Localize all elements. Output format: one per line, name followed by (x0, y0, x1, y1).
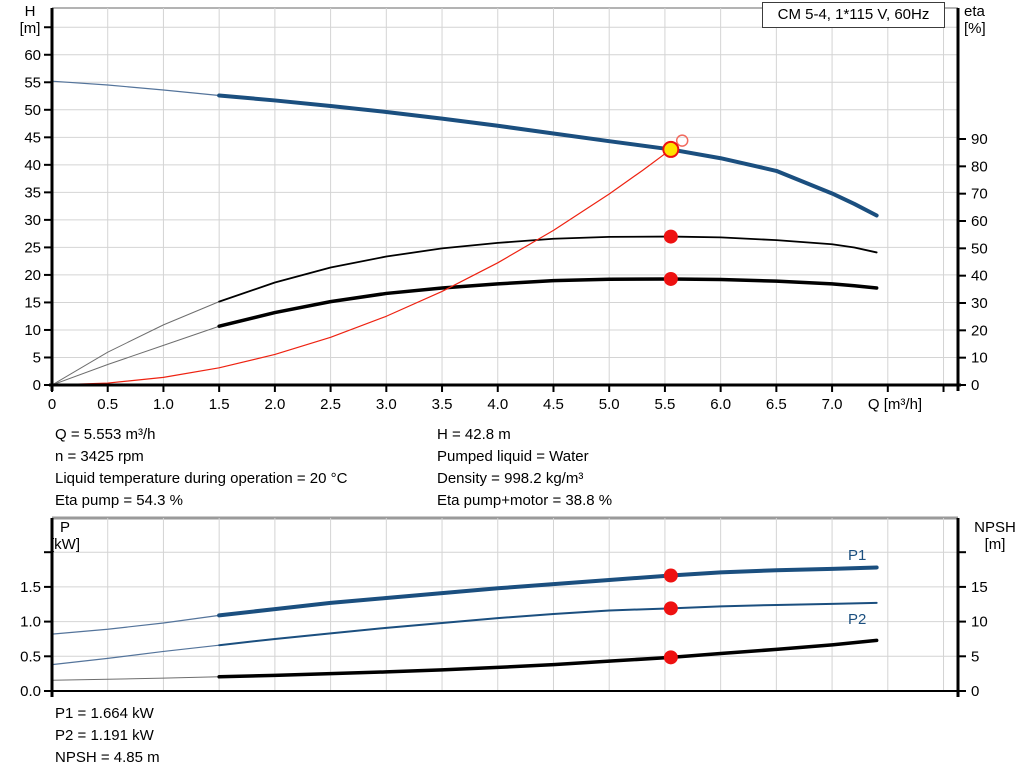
x-tick-label: 2.5 (320, 396, 341, 413)
left-tick-label: 30 (24, 212, 41, 229)
curve-duty-dot (663, 650, 678, 665)
x-tick-label: 6.5 (766, 396, 787, 413)
npsh-curve (217, 638, 879, 679)
right-tick-label: 50 (971, 240, 988, 257)
p-axis-label: P [kW] (40, 519, 90, 553)
right-tick-label: 5 (971, 648, 979, 665)
left-tick-label: 40 (24, 157, 41, 174)
npsh-axis-label-unit: [m] (984, 536, 1006, 553)
left-tick-label: 5 (33, 349, 41, 366)
left-tick-label: 0 (33, 377, 41, 394)
eta-pump-curve (218, 235, 878, 303)
h-axis-label-symbol: H (24, 3, 36, 20)
eta-axis-label-symbol: eta (964, 3, 985, 20)
right-tick-label: 0 (971, 683, 979, 700)
x-tick-label: 4.5 (543, 396, 564, 413)
left-tick-label: 0.5 (20, 648, 41, 665)
info-line-temperature: Liquid temperature during operation = 20… (55, 470, 348, 487)
p-axis-label-unit: [kW] (50, 536, 80, 553)
left-tick-label: 15 (24, 294, 41, 311)
x-tick-label: 7.0 (822, 396, 843, 413)
eta-pump-curve-thin (51, 301, 220, 386)
info-line-eta-pump-motor: Eta pump+motor = 38.8 % (437, 492, 613, 509)
info-line-rpm: n = 3425 rpm (55, 448, 144, 465)
system-curve (51, 148, 672, 386)
eta-pump-motor-curve (217, 277, 879, 328)
qh-curve (217, 93, 879, 218)
left-tick-label: 0.0 (20, 683, 41, 700)
right-tick-label: 15 (971, 579, 988, 596)
info-line-q: Q = 5.553 m³/h (55, 426, 156, 443)
x-tick-label: 5.5 (654, 396, 675, 413)
x-tick-label: 1.0 (153, 396, 174, 413)
right-tick-label: 40 (971, 268, 988, 285)
curve-duty-dot (663, 271, 678, 286)
eta-axis-label-unit: [%] (964, 20, 986, 37)
left-tick-label: 10 (24, 322, 41, 339)
p-axis-label-symbol: P (59, 519, 70, 536)
right-tick-label: 80 (971, 158, 988, 175)
h-axis-label-unit: [m] (19, 20, 41, 37)
right-tick-label: 10 (971, 614, 988, 631)
left-tick-label: 45 (24, 129, 41, 146)
x-tick-label: 0.5 (97, 396, 118, 413)
info-line-density: Density = 998.2 kg/m³ (437, 470, 584, 487)
curve-duty-dot (663, 568, 678, 583)
left-tick-label: 20 (24, 267, 41, 284)
operating-info-left: Q = 5.553 m³/h n = 3425 rpm Liquid tempe… (55, 424, 347, 512)
info-line-liquid: Pumped liquid = Water (437, 448, 589, 465)
x-tick-label: 0 (48, 396, 56, 413)
info-line-h: H = 42.8 m (437, 426, 511, 443)
right-tick-label: 20 (971, 322, 988, 339)
info-line-p1: P1 = 1.664 kW (55, 705, 154, 722)
left-tick-label: 25 (24, 239, 41, 256)
h-axis-label: H [m] (8, 3, 52, 37)
x-tick-label: 2.0 (264, 396, 285, 413)
p1-curve-thin (51, 614, 220, 635)
x-tick-label: 4.0 (487, 396, 508, 413)
left-tick-label: 1.5 (20, 579, 41, 596)
info-line-eta-pump: Eta pump = 54.3 % (55, 492, 183, 509)
x-tick-label: 3.5 (432, 396, 453, 413)
npsh-axis-label: NPSH [m] (966, 519, 1024, 553)
x-tick-label: 1.5 (209, 396, 230, 413)
x-tick-label: 6.0 (710, 396, 731, 413)
right-tick-label: 70 (971, 186, 988, 203)
pump-model-title: CM 5-4, 1*115 V, 60Hz (762, 2, 945, 28)
q-axis-label: Q [m³/h] (867, 396, 923, 413)
qh-curve-thin (51, 80, 220, 97)
p1-curve (217, 565, 879, 618)
left-tick-label: 60 (24, 47, 41, 64)
eta-axis-label: eta [%] (964, 3, 1004, 37)
left-tick-label: 55 (24, 74, 41, 91)
p1-curve-label: P1 (848, 547, 867, 564)
eta-pump-motor-curve-thin (51, 325, 220, 386)
left-tick-label: 35 (24, 184, 41, 201)
p2-curve-thin (51, 644, 220, 666)
curve-duty-dot (663, 229, 678, 244)
right-tick-label: 60 (971, 213, 988, 230)
operating-info-right: H = 42.8 m Pumped liquid = Water Density… (437, 424, 612, 512)
npsh-curve-thin (51, 676, 220, 681)
left-tick-label: 50 (24, 102, 41, 119)
curve-duty-dot (663, 601, 678, 616)
x-tick-label: 5.0 (599, 396, 620, 413)
power-info: P1 = 1.664 kW P2 = 1.191 kW NPSH = 4.85 … (55, 703, 160, 769)
right-tick-label: 30 (971, 295, 988, 312)
npsh-axis-label-symbol: NPSH (974, 519, 1016, 536)
p2-curve-label: P2 (848, 611, 867, 628)
info-line-npsh: NPSH = 4.85 m (55, 749, 160, 766)
right-tick-label: 10 (971, 350, 988, 367)
p2-curve (218, 601, 878, 647)
x-tick-label: 3.0 (376, 396, 397, 413)
duty-point-ring (675, 134, 689, 147)
info-line-p2: P2 = 1.191 kW (55, 727, 154, 744)
right-tick-label: 90 (971, 131, 988, 148)
duty-point-marker (662, 140, 680, 158)
right-tick-label: 0 (971, 377, 979, 394)
left-tick-label: 1.0 (20, 614, 41, 631)
